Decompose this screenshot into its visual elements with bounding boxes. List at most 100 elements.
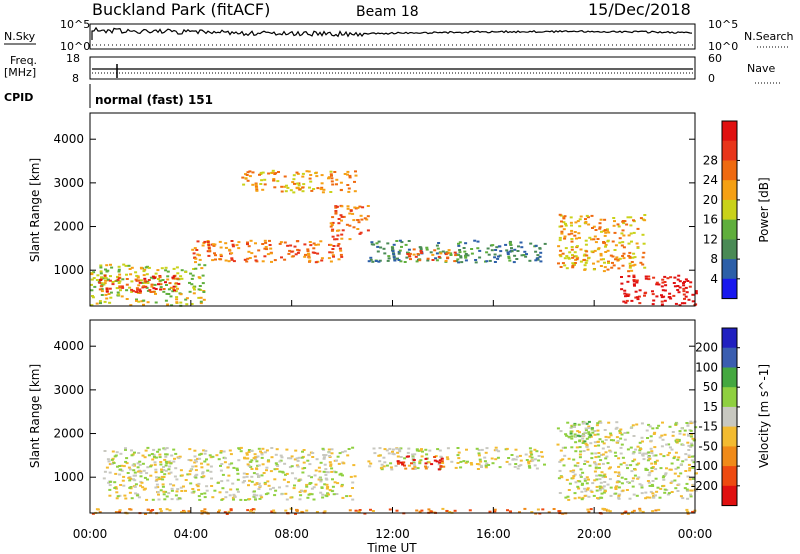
power-cell xyxy=(266,253,270,256)
velocity-cell xyxy=(655,427,659,430)
power-cell xyxy=(663,289,667,292)
power-cell xyxy=(625,223,629,226)
power-cell xyxy=(557,245,561,248)
velocity-cell xyxy=(609,466,612,469)
velocity-cell xyxy=(475,463,479,465)
power-cell xyxy=(191,248,195,251)
velocity-cell xyxy=(541,508,545,511)
velocity-cell xyxy=(567,457,571,460)
velocity-cell xyxy=(305,483,309,486)
power-cell xyxy=(319,240,323,243)
power-cell xyxy=(632,274,636,277)
velocity-cell xyxy=(382,465,386,468)
velocity-cell xyxy=(231,496,235,499)
velocity-cell xyxy=(118,494,122,497)
velocity-cell xyxy=(247,464,251,467)
velocity-cell xyxy=(692,483,696,486)
velocity-cell xyxy=(238,447,242,450)
velocity-cell xyxy=(579,474,582,477)
power-cell xyxy=(412,253,416,256)
velocity-cell xyxy=(162,490,166,493)
power-cell xyxy=(663,281,667,283)
velocity-cell xyxy=(157,498,161,501)
power-cell xyxy=(165,292,169,295)
power-cell xyxy=(197,288,201,291)
power-cell xyxy=(235,244,239,247)
velocity-cell xyxy=(163,498,167,501)
velocity-cell xyxy=(477,452,481,455)
power-cell xyxy=(536,258,540,261)
velocity-cell xyxy=(583,431,587,434)
velocity-cell xyxy=(133,479,137,482)
velocity-cell xyxy=(571,471,575,474)
velocity-cell xyxy=(146,478,149,481)
velocity-cell xyxy=(650,450,654,453)
power-cell xyxy=(329,225,333,228)
power-cell xyxy=(341,229,345,232)
power-cell xyxy=(331,228,335,231)
velocity-cell xyxy=(579,468,583,471)
power-cell xyxy=(636,298,640,301)
velocity-cell xyxy=(670,491,674,493)
power-cell xyxy=(330,180,334,183)
power-cell xyxy=(599,265,603,267)
velocity-cell xyxy=(491,462,495,465)
power-cell xyxy=(599,252,603,255)
velocity-cell xyxy=(581,442,585,444)
nave-tick-bottom: 0 xyxy=(708,72,715,85)
power-cell xyxy=(539,251,543,254)
velocity-cell xyxy=(193,455,197,458)
velocity-cell xyxy=(208,454,212,457)
power-cell xyxy=(285,184,288,187)
power-cell xyxy=(684,286,688,289)
power-cell xyxy=(631,264,635,267)
power-cell xyxy=(175,282,178,285)
velocity-cell xyxy=(296,465,300,468)
velocity-cell xyxy=(206,463,210,466)
power-cell xyxy=(295,240,299,243)
velocity-cell xyxy=(640,484,644,487)
velocity-cell xyxy=(105,466,109,469)
velocity-cell xyxy=(278,460,282,463)
velocity-cell xyxy=(354,509,358,512)
power-cell xyxy=(109,275,112,278)
velocity-cell xyxy=(254,458,258,461)
velocity-cell xyxy=(288,466,292,469)
velocity-cell xyxy=(686,512,690,515)
power-cell xyxy=(330,251,334,254)
velocity-cell xyxy=(594,456,598,459)
velocity-cell xyxy=(561,458,565,461)
velocity-cell xyxy=(484,451,488,454)
velocity-cell xyxy=(197,482,201,485)
velocity-cell xyxy=(647,451,651,454)
velocity-cell xyxy=(369,508,372,511)
power-cell xyxy=(641,233,645,236)
velocity-cell xyxy=(270,447,274,449)
velocity-cell xyxy=(421,450,424,453)
power-cell xyxy=(305,170,309,173)
power-cell xyxy=(230,257,234,260)
power-cell xyxy=(254,185,258,188)
power-cell xyxy=(407,240,411,242)
power-cell xyxy=(320,186,324,189)
power-cell xyxy=(356,228,360,230)
velocity-cell xyxy=(195,483,199,486)
velocity-cell xyxy=(593,479,597,482)
velocity-cell xyxy=(605,455,609,458)
velocity-cell xyxy=(673,479,677,482)
power-cell xyxy=(261,243,265,245)
velocity-cell xyxy=(583,477,587,480)
power-cell xyxy=(329,243,333,246)
velocity-cell xyxy=(620,433,624,436)
power-cell xyxy=(614,244,618,247)
velocity-cell xyxy=(635,463,639,466)
velocity-cell xyxy=(606,445,610,448)
power-cell xyxy=(538,247,542,250)
velocity-cell xyxy=(615,481,619,484)
velocity-cell xyxy=(243,480,246,482)
velocity-cell xyxy=(668,468,672,471)
velocity-cell xyxy=(396,451,400,454)
power-cell xyxy=(520,246,524,249)
velocity-cell xyxy=(609,486,613,489)
